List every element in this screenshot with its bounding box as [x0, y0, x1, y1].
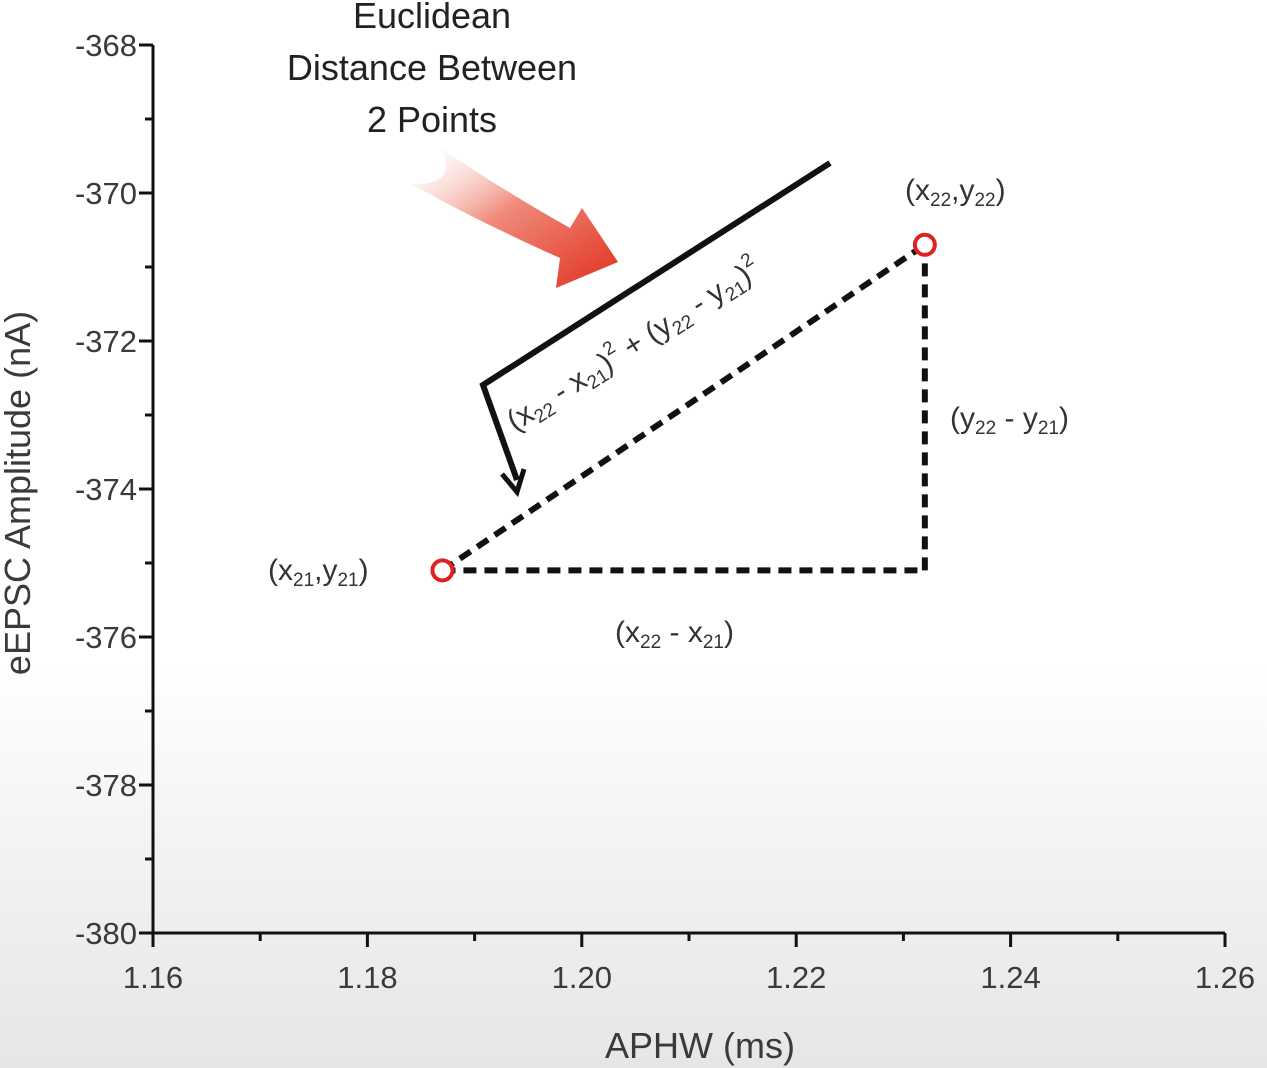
dx-label: (x22 - x21): [615, 616, 734, 653]
y-tick-label: -368: [75, 28, 137, 63]
hypotenuse-dashed-line: [440, 242, 927, 573]
data-point-1: [430, 558, 455, 583]
y-tick-label: -370: [75, 176, 137, 211]
annotation-title-line-3: 2 Points: [367, 99, 497, 140]
radical-tip-icon: [500, 468, 527, 498]
distance-formula: (x22 - x21)2 + (y22 - y21)2: [499, 249, 768, 441]
x-tick-label: 1.26: [1195, 960, 1255, 995]
axes: 1.16 1.18 1.20 1.22 1.24 1.26 -368 -370 -372 -374…: [75, 28, 1255, 995]
y-axis-title: eEPSC Amplitude (nA): [0, 311, 38, 675]
x-axis-title: APHW (ms): [605, 1025, 795, 1066]
x-tick-label: 1.16: [123, 960, 183, 995]
data-point-2: [912, 232, 937, 257]
y-tick-label: -380: [75, 916, 137, 951]
annotation-title-line-2: Distance Between: [287, 47, 577, 88]
x-tick-label: 1.22: [766, 960, 826, 995]
x-tick-label: 1.18: [337, 960, 397, 995]
point-label-2: (x22,y22): [905, 174, 1006, 211]
annotation-title-line-1: Euclidean: [353, 0, 511, 36]
point-label-1: (x21,y21): [268, 554, 369, 591]
dy-label: (y22 - y21): [950, 402, 1069, 439]
y-tick-label: -376: [75, 620, 137, 655]
y-tick-label: -372: [75, 324, 137, 359]
y-tick-label: -378: [75, 768, 137, 803]
x-tick-label: 1.20: [552, 960, 612, 995]
radical-sign-icon: [479, 160, 832, 482]
svg-text:(x22 - x21)2 + (y22 - y21)2: (x22 - x21)2 + (y22 - y21)2: [499, 249, 768, 441]
pointer-arrow-icon: [412, 148, 618, 288]
y-tick-label: -374: [75, 472, 137, 507]
x-tick-label: 1.24: [980, 960, 1040, 995]
data-points: [430, 232, 937, 583]
distance-triangle: [440, 242, 928, 574]
